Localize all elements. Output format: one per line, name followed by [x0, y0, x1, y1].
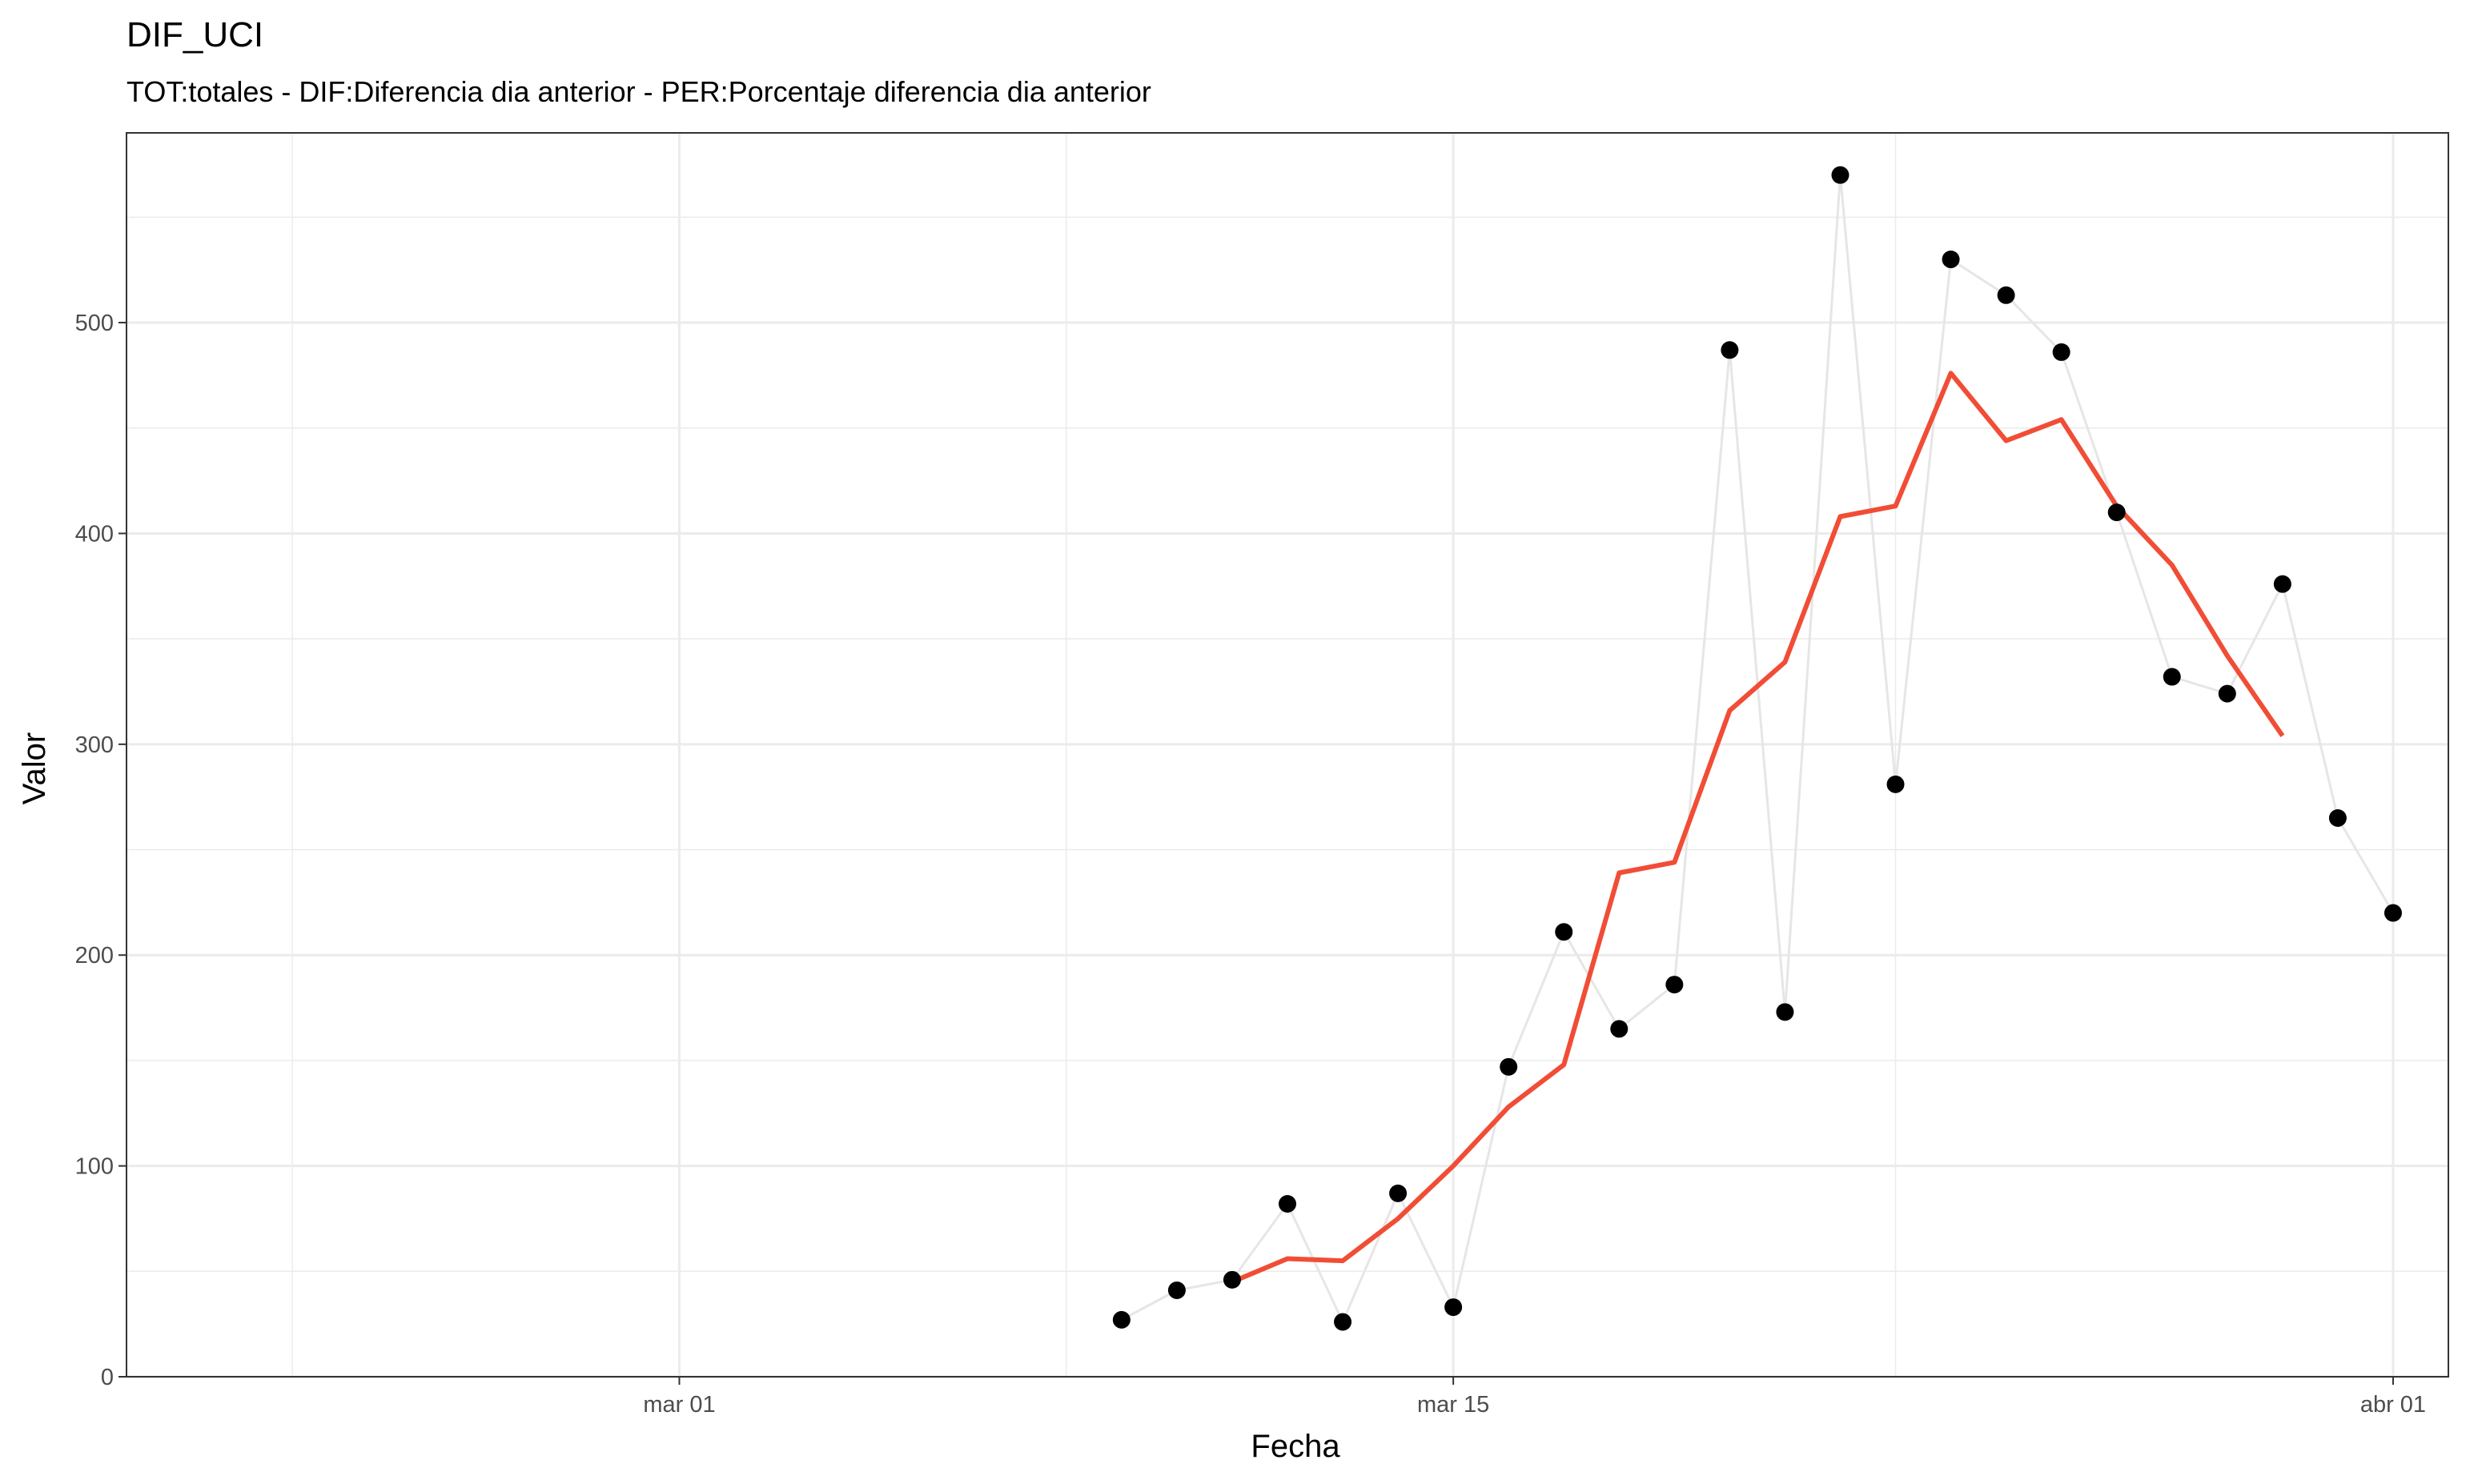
y-tick-label: 0: [101, 1365, 114, 1390]
connector-line-segment: [1950, 258, 2007, 297]
data-point: [1334, 1313, 1352, 1331]
data-point: [1500, 1057, 1518, 1076]
chart-subtitle: TOT:totales - DIF:Diferencia dia anterio…: [127, 75, 1151, 108]
connector-line-segment: [1452, 1066, 1510, 1308]
connector-line-segment: [1673, 350, 1731, 985]
connector-line-segment: [2281, 584, 2339, 819]
data-point: [1279, 1195, 1296, 1213]
connector-line-segment: [2171, 676, 2228, 696]
connector-line-segment: [1838, 174, 1898, 785]
connector-line-segment: [1121, 1289, 1178, 1322]
data-point: [1886, 775, 1905, 793]
data-point: [1610, 1020, 1629, 1038]
data-point: [1555, 923, 1573, 941]
connector-line-segment: [1562, 931, 1621, 1030]
smoothed-series-line: [1231, 371, 2285, 1285]
connector-line-segment: [1618, 983, 1676, 1030]
y-tick-label: 400: [75, 521, 114, 547]
data-point: [1444, 1298, 1463, 1317]
connector-line-segment: [1286, 1203, 1344, 1323]
data-point: [2052, 343, 2070, 361]
connector-line-segment: [2336, 817, 2395, 914]
x-tick-label: mar 01: [643, 1392, 715, 1418]
data-point: [2218, 684, 2236, 703]
connector-line-segment: [1507, 931, 1565, 1068]
connector-line-segment: [1728, 350, 1786, 1013]
data-point: [2384, 904, 2402, 922]
data-point: [1167, 1281, 1186, 1300]
connector-line-segment: [1176, 1278, 1233, 1292]
data-point: [1997, 286, 2015, 304]
x-tick-label: abr 01: [2360, 1392, 2426, 1418]
connector-line-segment: [2226, 583, 2284, 695]
data-point: [1112, 1310, 1131, 1329]
data-point: [2328, 809, 2347, 828]
grid: [127, 133, 2448, 1378]
chart-title: DIF_UCI: [127, 15, 263, 54]
y-tick-label: 100: [75, 1154, 114, 1180]
data-point: [1389, 1184, 1408, 1202]
connector-line-segment: [1894, 259, 1953, 785]
y-axis-title: Valor: [17, 732, 52, 804]
plot-series: [1112, 166, 2402, 1331]
axes: 0 100 200 300 400 500 mar 01 mar 15 abr 01: [75, 311, 2426, 1418]
y-tick-label: 200: [75, 943, 114, 969]
data-point: [1942, 251, 1960, 269]
y-tick-label: 500: [75, 311, 114, 336]
connector-line-segment: [1341, 1193, 1400, 1323]
data-point: [2163, 668, 2181, 686]
connector-line-segment: [2060, 351, 2119, 513]
x-axis-title: Fecha: [1251, 1429, 1340, 1464]
data-point: [1665, 976, 1684, 994]
connector-line-segment: [2005, 294, 2062, 353]
data-point: [1776, 1003, 1794, 1021]
y-tick-label: 300: [75, 732, 114, 758]
x-tick-label: mar 15: [1417, 1392, 1489, 1418]
data-point: [1721, 341, 1739, 359]
data-point: [2273, 575, 2291, 593]
connector-line-segment: [1231, 1203, 1289, 1281]
data-point: [1831, 166, 1849, 184]
connector-line-segment: [2115, 511, 2174, 678]
plot-panel-border: [126, 132, 2449, 1378]
data-point: [2107, 503, 2126, 522]
data-point: [1223, 1270, 1241, 1289]
